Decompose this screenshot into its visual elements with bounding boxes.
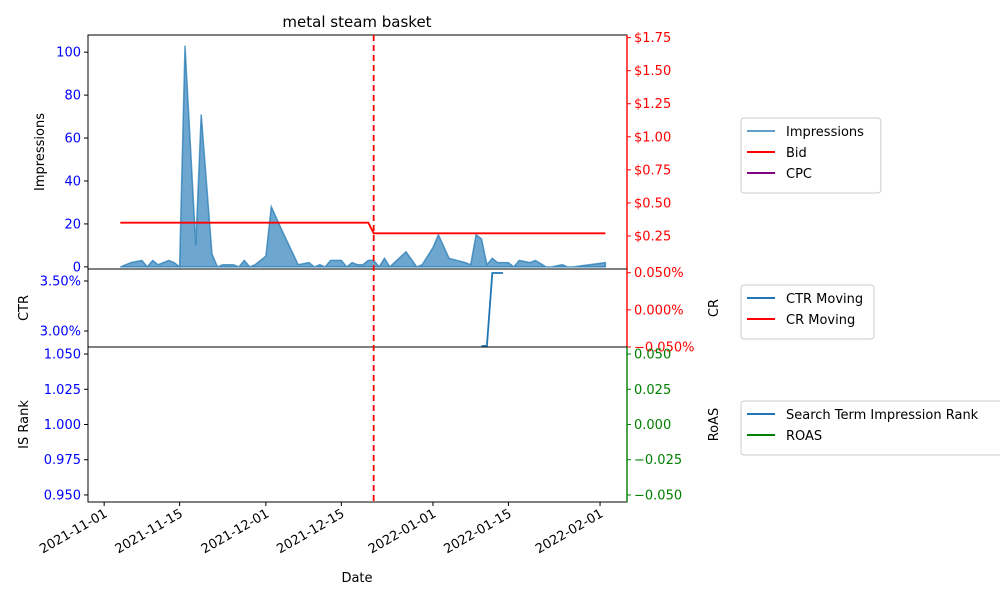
left-tick-label: 3.00% bbox=[40, 325, 81, 340]
left-tick-label: 20 bbox=[64, 217, 81, 232]
left-tick-label: 80 bbox=[64, 89, 81, 104]
left-axis-label: Impressions bbox=[33, 113, 48, 191]
left-tick-label: 0.950 bbox=[44, 488, 81, 503]
left-tick-label: 3.50% bbox=[40, 275, 81, 290]
left-tick-label: 40 bbox=[64, 174, 81, 189]
right-tick-label: −0.050% bbox=[634, 341, 694, 356]
right-tick-label: −0.050 bbox=[634, 488, 682, 503]
legend-label: CPC bbox=[786, 167, 812, 182]
right-tick-label: $0.50 bbox=[634, 196, 671, 211]
right-axis-label: CR bbox=[707, 299, 722, 317]
x-axis-label: Date bbox=[341, 571, 372, 586]
right-tick-label: 0.000% bbox=[634, 303, 684, 318]
left-axis-label: IS Rank bbox=[17, 400, 32, 449]
right-tick-label: $0.25 bbox=[634, 229, 671, 244]
right-tick-label: −0.025 bbox=[634, 453, 682, 468]
legend-3: Search Term Impression Rank ROAS bbox=[740, 400, 1000, 456]
panel-2: 3.00% 3.50% −0.050% 0.000% 0.050% CTR CR CTR Mo… bbox=[17, 266, 875, 356]
x-tick-label: 2021-12-01 bbox=[199, 506, 272, 557]
right-tick-label: $1.00 bbox=[634, 130, 671, 145]
right-tick-label: $1.75 bbox=[634, 31, 671, 46]
right-tick-label: 0.025 bbox=[634, 383, 671, 398]
legend-2: CTR Moving CR Moving bbox=[740, 284, 875, 340]
right-tick-label: $0.75 bbox=[634, 163, 671, 178]
series-line-bid bbox=[120, 221, 606, 235]
x-tick-label: 2022-02-01 bbox=[533, 506, 606, 557]
legend-label: CR Moving bbox=[786, 313, 855, 328]
legend-1: Impressions Bid CPC bbox=[740, 117, 882, 194]
x-tick-label: 2021-11-15 bbox=[113, 506, 186, 557]
series-line-ctr-moving bbox=[481, 272, 503, 347]
x-tick-label: 2021-11-01 bbox=[37, 506, 110, 557]
x-tick-label: 2021-12-15 bbox=[274, 506, 347, 557]
chart-title: metal steam basket bbox=[282, 13, 431, 31]
panel-3: 0.950 0.975 1.000 1.025 1.050 −0.050 −0.025 0.0… bbox=[17, 346, 1000, 503]
left-tick-label: 60 bbox=[64, 132, 81, 147]
left-axis-label: CTR bbox=[17, 295, 32, 321]
legend-box bbox=[740, 400, 1000, 456]
right-tick-label: 0.050 bbox=[634, 348, 671, 363]
legend-label: Impressions bbox=[786, 125, 864, 140]
left-tick-label: 1.050 bbox=[44, 348, 81, 363]
left-tick-label: 0.975 bbox=[44, 453, 81, 468]
legend-label: CTR Moving bbox=[786, 292, 863, 307]
panel-frame bbox=[87, 346, 628, 503]
legend-box bbox=[740, 117, 882, 194]
left-tick-label: 100 bbox=[56, 46, 81, 61]
series-area-impressions bbox=[120, 45, 607, 269]
right-tick-label: $1.50 bbox=[634, 64, 671, 79]
right-tick-label: 0.050% bbox=[634, 266, 684, 281]
panel-frame bbox=[87, 268, 628, 348]
chart-panels: 0 20 40 60 80 100 $0.25 $0.50 $0.75 $1.00 $1.25 $1.… bbox=[17, 31, 1000, 557]
right-tick-label: $1.25 bbox=[634, 97, 671, 112]
x-tick-label: 2022-01-15 bbox=[441, 506, 514, 557]
left-tick-label: 1.025 bbox=[44, 383, 81, 398]
right-tick-label: 0.000 bbox=[634, 418, 671, 433]
left-tick-label: 0 bbox=[73, 260, 81, 275]
x-tick-label: 2022-01-01 bbox=[366, 506, 439, 557]
legend-label: Bid bbox=[786, 146, 807, 161]
left-tick-label: 1.000 bbox=[44, 418, 81, 433]
legend-label: ROAS bbox=[786, 429, 822, 444]
panel-1: 0 20 40 60 80 100 $0.25 $0.50 $0.75 $1.00 $1.25 $1.… bbox=[33, 31, 882, 275]
right-axis-label: RoAS bbox=[707, 408, 722, 442]
legend-label: Search Term Impression Rank bbox=[786, 408, 979, 423]
